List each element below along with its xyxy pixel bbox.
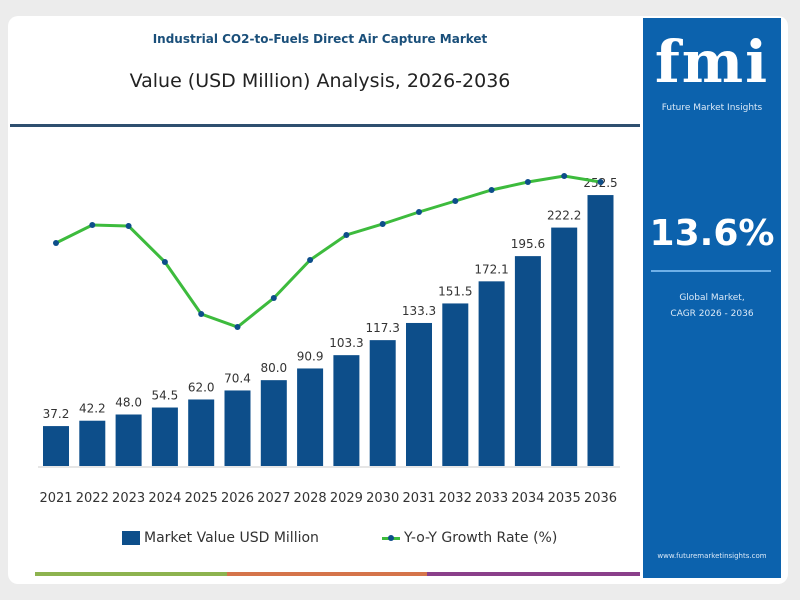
legend-bar: Market Value USD Million (122, 530, 319, 546)
bar-label-2032: 151.5 (438, 284, 472, 298)
growth-point-2027 (270, 295, 277, 301)
bar-2032 (442, 303, 469, 466)
growth-point-2030 (379, 221, 386, 227)
x-tick-2031: 2031 (402, 491, 435, 506)
bar-label-2026: 70.4 (224, 371, 251, 385)
bar-label-2023: 48.0 (115, 395, 142, 409)
growth-point-2033 (488, 187, 495, 193)
x-tick-2027: 2027 (257, 491, 290, 506)
footer-bar-green (35, 572, 227, 576)
bar-2024 (151, 407, 178, 466)
bar-label-2021: 37.2 (43, 407, 70, 421)
cagr-divider (651, 270, 771, 272)
legend-bar-label: Market Value USD Million (144, 530, 319, 546)
growth-point-2035 (561, 173, 568, 179)
x-tick-2034: 2034 (511, 491, 544, 506)
bar-2025 (188, 399, 215, 466)
x-tick-2035: 2035 (548, 491, 581, 506)
divider (10, 124, 640, 127)
x-tick-2028: 2028 (294, 491, 327, 506)
bar-2035 (551, 227, 578, 466)
x-tick-2023: 2023 (112, 491, 145, 506)
x-tick-2022: 2022 (76, 491, 109, 506)
bar-2021 (43, 426, 69, 466)
cagr-label: Global Market, CAGR 2026 - 2036 (657, 290, 767, 322)
bar-label-2031: 133.3 (402, 304, 436, 318)
legend-line-label: Y-o-Y Growth Rate (%) (404, 530, 558, 546)
bar-2023 (115, 414, 142, 466)
growth-point-2032 (452, 198, 459, 204)
footer-bar-purple (427, 572, 640, 576)
legend-bar-swatch (122, 531, 140, 545)
chart-plot: 37.2 2021 42.2 2022 48.0 2023 54.5 2024 62.0 2025… (38, 173, 620, 506)
company-name: Future Market Insights (661, 103, 763, 113)
x-tick-2026: 2026 (221, 491, 254, 506)
growth-point-2034 (524, 179, 531, 185)
growth-point-2025 (198, 311, 205, 317)
chart-subtitle: Industrial CO2-to-Fuels Direct Air Captu… (152, 32, 488, 46)
growth-point-2029 (343, 232, 350, 238)
bar-label-2024: 54.5 (152, 389, 179, 403)
bar-label-2029: 103.3 (329, 336, 363, 350)
cagr-label-line2: CAGR 2026 - 2036 (670, 309, 754, 319)
bar-label-2028: 90.9 (297, 349, 324, 363)
growth-point-2031 (416, 209, 422, 215)
x-tick-2036: 2036 (584, 491, 617, 506)
growth-point-2023 (125, 223, 132, 229)
bar-2028 (297, 368, 324, 466)
growth-point-2026 (234, 324, 241, 330)
x-tick-2021: 2021 (39, 491, 72, 506)
legend-line: Y-o-Y Growth Rate (%) (382, 530, 557, 546)
bar-2029 (333, 355, 360, 466)
x-tick-2033: 2033 (475, 491, 508, 506)
bar-label-2033: 172.1 (474, 262, 508, 276)
website-link[interactable]: www.futuremarketinsights.com (657, 552, 767, 560)
bar-2026 (224, 390, 251, 466)
growth-point-2022 (89, 222, 96, 228)
bar-label-2035: 222.2 (547, 209, 581, 223)
growth-point-2024 (161, 259, 168, 265)
bar-label-2034: 195.6 (511, 237, 545, 251)
x-tick-2032: 2032 (439, 491, 472, 506)
x-tick-2030: 2030 (366, 491, 399, 506)
x-tick-2025: 2025 (185, 491, 218, 506)
growth-point-2021 (53, 240, 59, 246)
sidebar-panel: fmi Future Market Insights 13.6% Global … (643, 18, 781, 578)
bar-label-2022: 42.2 (79, 402, 106, 416)
bar-2027 (260, 380, 287, 466)
bar-2033 (478, 281, 505, 466)
growth-point-2036 (597, 179, 604, 185)
cagr-value: 13.6% (649, 213, 775, 254)
x-tick-2029: 2029 (330, 491, 363, 506)
legend-line-swatch (382, 534, 400, 541)
cagr-label-line1: Global Market, (679, 293, 745, 303)
bar-label-2027: 80.0 (260, 361, 287, 375)
bar-label-2030: 117.3 (366, 321, 400, 335)
bar-2030 (369, 340, 396, 466)
bar-label-2025: 62.0 (188, 380, 215, 394)
fmi-logo: fmi (654, 28, 770, 96)
bar-2034 (514, 256, 541, 466)
growth-line (55, 174, 601, 329)
bar-2036 (587, 195, 614, 466)
bar-2022 (79, 420, 106, 466)
x-tick-2024: 2024 (148, 491, 181, 506)
footer-bar-orange (227, 572, 427, 576)
growth-point-2028 (307, 257, 314, 263)
chart-title: Value (USD Million) Analysis, 2026-2036 (129, 70, 511, 92)
bar-2031 (406, 322, 432, 466)
